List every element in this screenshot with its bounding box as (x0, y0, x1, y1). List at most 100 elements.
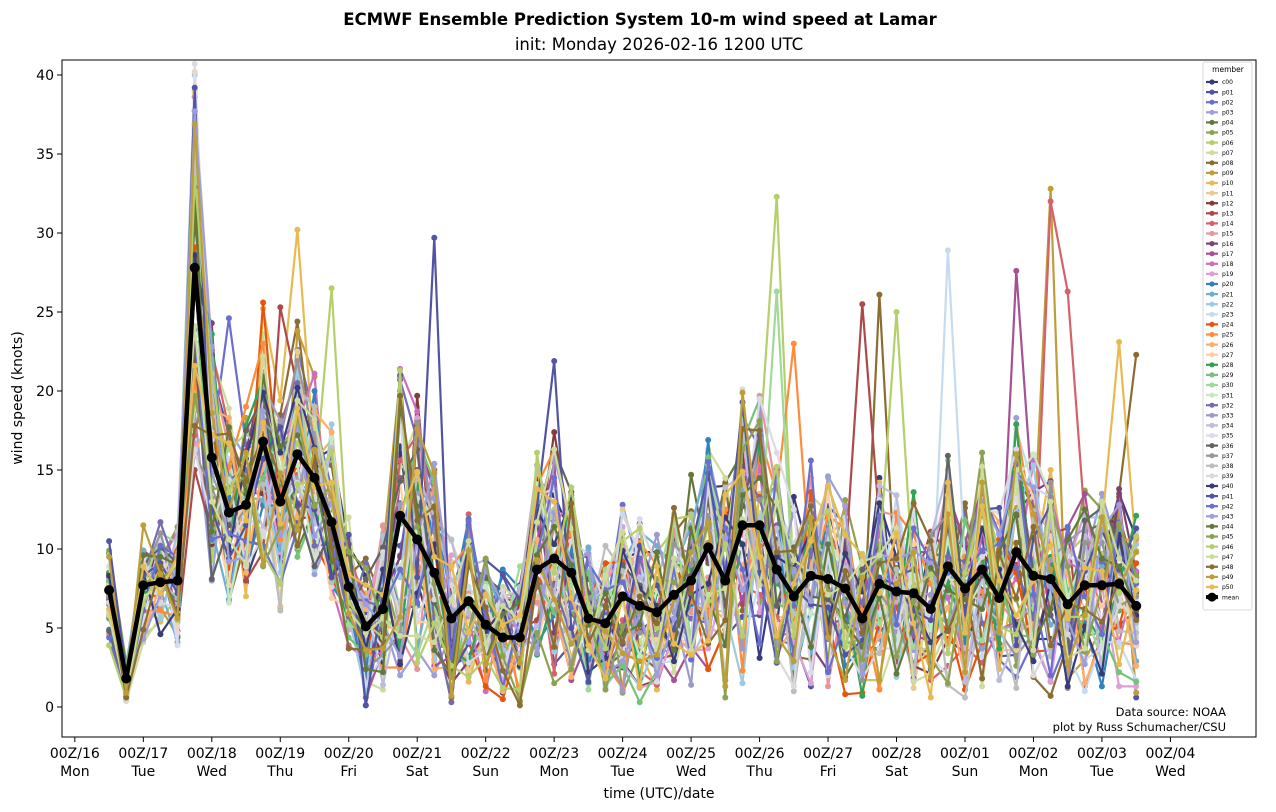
x-tick-label-time: 00Z/26 (735, 746, 785, 762)
member-point-p08 (362, 555, 369, 562)
member-point-p42 (807, 457, 814, 464)
member-point-p42 (910, 525, 917, 532)
member-point-p38 (722, 484, 729, 491)
member-point-p25 (876, 686, 883, 693)
mean-point (994, 593, 1005, 603)
member-point-p48 (191, 422, 198, 429)
member-point-p50 (979, 503, 986, 510)
member-point-p46 (927, 571, 934, 578)
member-point-p47 (208, 498, 215, 505)
member-point-p38 (277, 607, 284, 614)
member-point-p38 (790, 688, 797, 695)
member-point-p23 (979, 653, 986, 660)
member-point-p38 (225, 516, 232, 522)
member-point-p48 (123, 694, 130, 701)
member-point-p50 (191, 362, 198, 369)
legend-label: p29 (1222, 372, 1234, 379)
legend-item-p41: p41 (1206, 493, 1234, 500)
member-point-p42 (705, 459, 712, 466)
member-point-p41 (568, 625, 575, 631)
member-point-p50 (568, 595, 575, 601)
member-point-p07 (380, 686, 386, 693)
legend-title: member (1212, 65, 1245, 74)
member-point-p41 (499, 571, 506, 578)
member-point-p41 (671, 626, 677, 633)
legend-label: p23 (1222, 312, 1234, 319)
x-tick-label-time: 00Z/03 (1077, 746, 1127, 762)
member-point-p46 (225, 489, 232, 496)
member-point-p13 (243, 577, 249, 584)
member-point-p33 (688, 681, 695, 688)
member-point-p02 (225, 315, 232, 322)
member-point-p48 (671, 504, 677, 511)
legend-swatch-marker (1209, 493, 1215, 499)
member-point-p42 (465, 517, 472, 524)
member-point-p39 (448, 582, 455, 589)
mean-point (497, 632, 508, 643)
legend-label: p43 (1222, 514, 1234, 521)
member-point-p45 (944, 680, 951, 687)
member-point-p49 (893, 580, 900, 587)
member-point-p38 (893, 566, 900, 573)
member-point-p41 (431, 234, 438, 241)
member-point-p35 (636, 516, 643, 522)
x-tick-label-day: Wed (197, 764, 228, 780)
legend-label: p50 (1222, 584, 1234, 591)
mean-point (326, 517, 337, 528)
member-point-p44 (1064, 536, 1071, 543)
legend-item-p05: p05 (1206, 130, 1234, 137)
legend-swatch-marker (1209, 402, 1215, 408)
member-point-p22 (551, 648, 558, 655)
member-point-p44 (671, 647, 677, 654)
member-point-p22 (739, 680, 746, 687)
member-point-p39 (790, 683, 797, 690)
mean-point (429, 567, 440, 578)
member-point-p47 (876, 552, 883, 559)
member-point-p44 (1047, 606, 1054, 612)
member-point-p21 (585, 544, 592, 551)
x-tick-label-time: 00Z/27 (803, 746, 853, 762)
member-point-p34 (448, 577, 455, 584)
member-point-p33 (534, 650, 540, 657)
x-tick-label-day: Mon (539, 764, 569, 780)
member-point-p47 (1047, 498, 1054, 505)
legend-swatch-marker (1209, 342, 1215, 348)
member-point-p45 (534, 629, 540, 636)
x-tick-label-day: Tue (130, 764, 155, 780)
mean-point (1131, 600, 1142, 611)
member-point-p48 (1098, 618, 1105, 625)
member-point-p01 (1133, 694, 1140, 701)
member-point-p42 (722, 525, 729, 532)
legend-label: p08 (1222, 160, 1234, 167)
legend-swatch-marker (1209, 392, 1215, 398)
x-tick-label-day: Mon (1019, 764, 1049, 780)
member-point-p48 (688, 590, 695, 597)
member-point-p31 (328, 435, 335, 442)
member-point-p14 (465, 511, 472, 518)
member-point-p40 (551, 541, 558, 548)
member-point-p08 (876, 291, 883, 298)
legend-item-p26: p26 (1206, 342, 1234, 349)
x-tick-label-day: Fri (340, 764, 357, 780)
legend-swatch-marker (1209, 140, 1215, 146)
member-point-p10 (277, 397, 284, 404)
member-point-p50 (260, 419, 267, 426)
member-point-p49 (414, 425, 421, 432)
member-point-p48 (1047, 642, 1054, 649)
legend-label: p18 (1222, 261, 1234, 268)
member-point-p46 (465, 674, 472, 680)
member-point-p50 (842, 531, 849, 538)
member-point-p48 (979, 675, 986, 682)
member-point-p49 (243, 449, 249, 456)
mean-point (514, 632, 525, 643)
member-point-p29 (705, 454, 712, 461)
member-point-p43 (842, 503, 849, 510)
member-point-p47 (825, 591, 831, 598)
member-point-p47 (568, 525, 575, 532)
member-point-p02 (619, 501, 626, 508)
member-point-p49 (790, 658, 797, 665)
legend-label: p39 (1222, 473, 1234, 480)
legend-item-p40: p40 (1206, 483, 1234, 490)
y-tick-label: 40 (36, 68, 54, 84)
member-point-p08 (1133, 351, 1140, 358)
